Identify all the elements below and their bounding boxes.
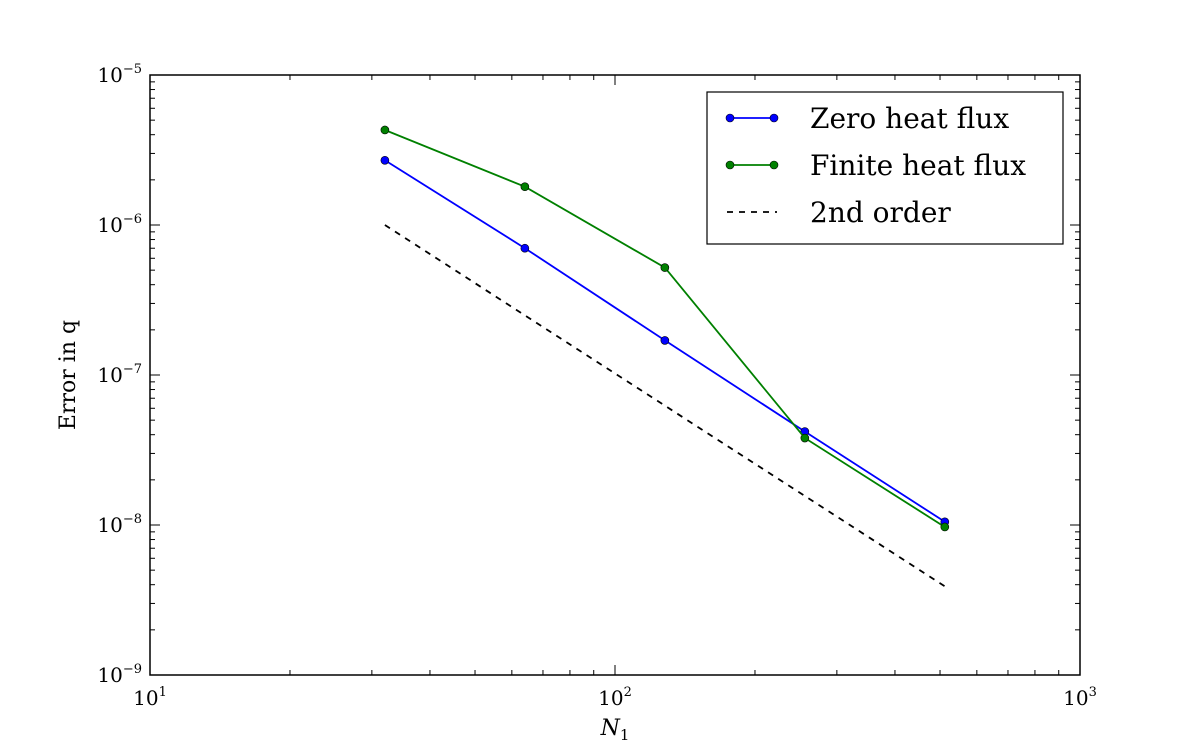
series-0-point <box>520 243 530 253</box>
x-axis-label: N1 <box>600 716 630 744</box>
series-1-point <box>380 125 390 135</box>
ticklabel-layer: 101 102 103 10−9 10−8 10−7 10−6 10−5 <box>97 62 1096 710</box>
x-tick-label: 103 <box>1063 685 1097 710</box>
y-tick-label: 10−6 <box>97 212 142 237</box>
series-1-point <box>660 263 670 272</box>
y-tick-label: 10−9 <box>97 662 142 687</box>
series-layer <box>380 125 950 588</box>
y-tick-label: 10−5 <box>97 62 142 87</box>
series-1-point <box>940 522 950 532</box>
legend-label-2: 2nd order <box>810 196 951 229</box>
y-tick-label: 10−8 <box>97 512 142 537</box>
legend-marker <box>769 113 779 123</box>
legend-label-1: Finite heat flux <box>810 149 1026 182</box>
y-tick-label: 10−7 <box>97 362 142 387</box>
x-axis-label-subscript: 1 <box>620 726 630 744</box>
legend-marker <box>769 160 779 170</box>
legend-label-0: Zero heat flux <box>810 102 1009 135</box>
plot-frame <box>149 74 1081 676</box>
y-axis-label: Error in q <box>56 320 81 430</box>
series-1-point <box>800 433 810 443</box>
legend-marker <box>725 113 735 123</box>
series-line-2 <box>384 224 946 588</box>
legend-marker <box>725 160 735 170</box>
series-1-point <box>520 182 530 192</box>
x-axis-label-main: N <box>600 716 621 741</box>
series-0-point <box>660 336 670 345</box>
series-0-point <box>380 155 390 165</box>
legend: Zero heat flux Finite heat flux 2nd order <box>706 91 1064 245</box>
x-tick-label: 102 <box>598 685 632 710</box>
x-tick-label: 101 <box>133 685 167 710</box>
